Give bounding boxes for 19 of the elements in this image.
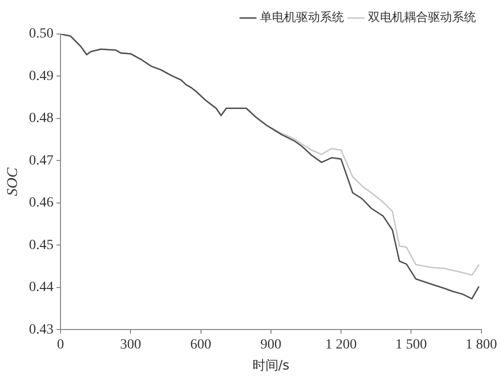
x-tick-label: 300: [120, 338, 142, 353]
x-tick-label: 1 800: [466, 338, 497, 353]
y-tick-label: 0.46: [29, 196, 54, 211]
y-axis-title: SOC: [4, 166, 21, 196]
x-tick-label: 900: [260, 338, 282, 353]
y-tick-label: 0.44: [29, 280, 54, 296]
x-tick-label: 1 200: [325, 338, 357, 353]
y-tick-label: 0.49: [29, 68, 54, 84]
x-tick-label: 600: [190, 338, 212, 353]
y-tick-label: 0.43: [29, 322, 54, 338]
y-tick-label: 0.50: [29, 26, 54, 42]
x-tick-label: 1 500: [395, 338, 427, 353]
x-axis-title: 时间/s: [252, 358, 290, 374]
legend-label: 单电机驱动系统: [260, 10, 344, 24]
y-tick-label: 0.48: [29, 111, 54, 126]
legend-label: 双电机耦合驱动系统: [368, 10, 476, 24]
y-tick-label: 0.45: [29, 238, 54, 253]
x-tick-label: 0: [57, 338, 64, 353]
y-tick-label: 0.47: [29, 153, 54, 168]
